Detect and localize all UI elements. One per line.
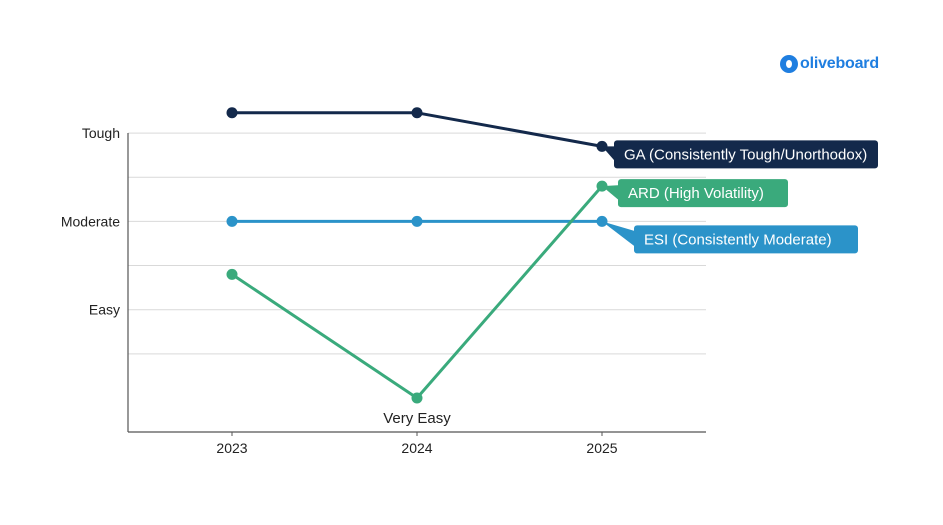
x-tick-label-2025: 2025 — [586, 440, 617, 456]
y-tick-label-easy: Easy — [89, 302, 120, 318]
series-tag-ard: ARD (High Volatility) — [602, 179, 788, 208]
series-tag-ga: GA (Consistently Tough/Unorthodox) — [602, 140, 878, 169]
series-tag-box-esi — [634, 225, 858, 254]
series-tag-box-ga — [614, 140, 878, 169]
oliveboard-logo: oliveboard — [780, 55, 879, 73]
series-tag-box-ard — [618, 179, 788, 208]
point-ard-2023 — [226, 268, 238, 280]
point-ga-2024 — [411, 107, 423, 119]
point-esi-2024 — [411, 215, 423, 227]
point-esi-2023 — [226, 215, 238, 227]
series-tag-label-ga: GA (Consistently Tough/Unorthodox) — [624, 146, 867, 163]
series-tag-esi: ESI (Consistently Moderate) — [602, 221, 858, 254]
series-tag-pointer-ga — [602, 146, 616, 163]
series-tag-label-ard: ARD (High Volatility) — [628, 185, 764, 202]
logo-text: oliveboard — [800, 55, 879, 72]
series-tag-pointer-esi — [602, 221, 636, 248]
y-tick-label-tough: Tough — [82, 125, 120, 141]
annotation-very-easy: Very Easy — [383, 410, 451, 427]
point-ard-2024 — [411, 392, 423, 404]
x-tick-label-2023: 2023 — [216, 440, 247, 456]
logo-droplet-icon — [780, 55, 798, 73]
point-ga-2023 — [226, 107, 238, 119]
y-tick-label-moderate: Moderate — [61, 213, 120, 229]
x-tick-label-2024: 2024 — [401, 440, 432, 456]
series-tag-pointer-ard — [602, 185, 620, 202]
series-tag-label-esi: ESI (Consistently Moderate) — [644, 231, 832, 248]
